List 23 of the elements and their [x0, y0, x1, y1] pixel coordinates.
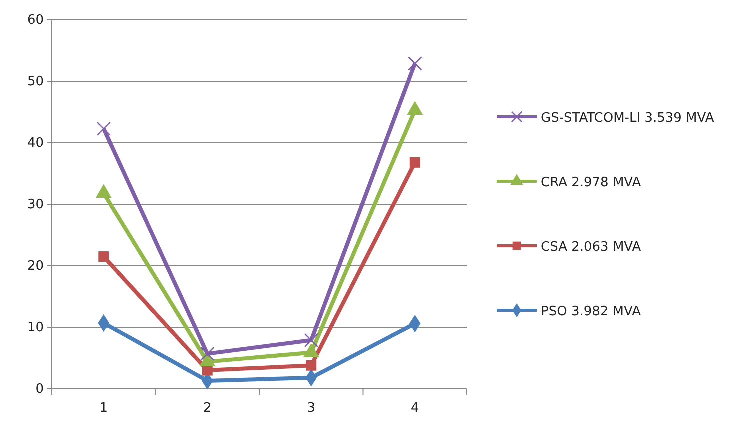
x-tick-label: 4: [410, 401, 420, 416]
point: [96, 122, 111, 136]
x-tick-label: 1: [100, 401, 108, 416]
point: [306, 360, 317, 371]
y-tick-label: 0: [36, 382, 44, 398]
y-tick-label: 40: [27, 136, 44, 152]
legend-label: CSA 2.063 MVA: [541, 240, 642, 255]
y-tick-label: 30: [27, 198, 44, 213]
point: [202, 365, 213, 376]
legend-label: GS-STATCOM-LI 3.539 MVA: [541, 111, 714, 126]
x-tick-label: 3: [307, 401, 316, 416]
point: [408, 56, 422, 71]
y-tick-label: 60: [27, 13, 44, 28]
point: [304, 333, 318, 348]
y-tick-label: 10: [27, 320, 44, 336]
point: [98, 252, 110, 262]
x-tick-label: 2: [203, 401, 212, 416]
point: [200, 346, 215, 362]
y-tick-label: 20: [27, 259, 44, 274]
point: [410, 157, 420, 168]
legend-label: PSO 3.982 MVA: [541, 304, 642, 320]
legend-label: CRA 2.978 MVA: [541, 176, 642, 190]
y-tick-label: 50: [27, 74, 44, 90]
